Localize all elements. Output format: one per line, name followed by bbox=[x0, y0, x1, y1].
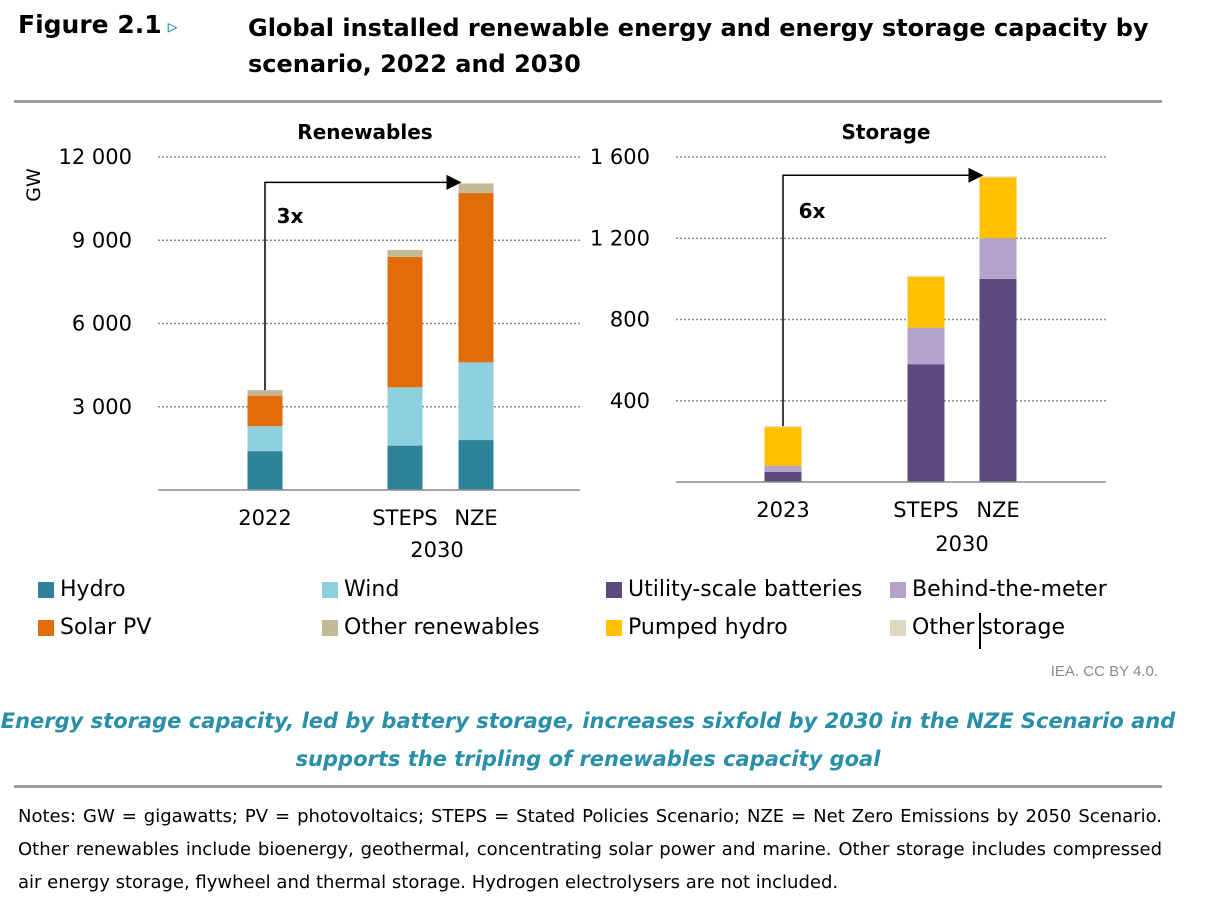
legend-swatch-other-storage bbox=[890, 619, 906, 636]
legend: Hydro Wind Solar PV Other renewables Uti… bbox=[38, 577, 1178, 653]
renewables-ytick-label: 6 000 bbox=[72, 312, 132, 336]
storage-category-label: STEPS bbox=[893, 498, 958, 522]
text-cursor bbox=[979, 613, 981, 649]
renewables-bar-steps-wind bbox=[387, 387, 423, 446]
storage-ytick-label: 400 bbox=[610, 389, 650, 413]
storage-bar-2023-utility-scale-batteries bbox=[764, 471, 802, 482]
storage-bar-nze-other-storage bbox=[979, 176, 1017, 178]
storage-bar-nze-behind-the-meter bbox=[979, 238, 1017, 279]
storage-category-label: NZE bbox=[976, 498, 1019, 522]
storage-bar-2023-behind-the-meter bbox=[764, 465, 802, 472]
legend-swatch-pumped-hydro bbox=[606, 619, 622, 636]
storage-ytick-label: 800 bbox=[610, 308, 650, 332]
legend-swatch-wind bbox=[322, 581, 338, 598]
renewables-bar-nze-other-renewables bbox=[458, 183, 494, 194]
renewables-ytick-label: 12 000 bbox=[59, 145, 132, 169]
legend-swatch-behind-the-meter bbox=[890, 581, 906, 598]
storage-bar-nze-pumped-hydro bbox=[979, 177, 1017, 239]
notes-divider bbox=[14, 785, 1162, 788]
renewables-bar-steps-solar-pv bbox=[387, 256, 423, 388]
renewables-bar-nze-solar-pv bbox=[458, 193, 494, 363]
legend-label-behind-the-meter: Behind-the-meter bbox=[912, 577, 1107, 602]
figure-arrow-icon: ▹ bbox=[167, 14, 178, 38]
renewables-group-label: 2030 bbox=[410, 538, 463, 562]
storage-ytick-label: 1 600 bbox=[590, 145, 650, 169]
storage-bar-steps-behind-the-meter bbox=[907, 327, 945, 365]
legend-item-utility-batteries: Utility-scale batteries bbox=[606, 577, 862, 602]
legend-item-hydro: Hydro bbox=[38, 577, 126, 602]
storage-bar-steps-other-storage bbox=[907, 275, 945, 277]
legend-item-solar-pv: Solar PV bbox=[38, 615, 151, 640]
legend-swatch-hydro bbox=[38, 581, 54, 598]
legend-item-behind-the-meter: Behind-the-meter bbox=[890, 577, 1107, 602]
figure-label: Figure 2.1 ▹ bbox=[18, 10, 178, 39]
storage-chart-title: Storage bbox=[842, 120, 931, 144]
renewables-bar-nze-wind bbox=[458, 362, 494, 441]
storage-bar-steps-pumped-hydro bbox=[907, 276, 945, 328]
renewables-ytick-label: 9 000 bbox=[72, 228, 132, 252]
renewables-bar-2022-other-renewables bbox=[247, 390, 283, 396]
legend-item-pumped-hydro: Pumped hydro bbox=[606, 615, 788, 640]
storage-bar-nze-utility-scale-batteries bbox=[979, 278, 1017, 482]
renewables-ytick-label: 3 000 bbox=[72, 395, 132, 419]
legend-swatch-solar-pv bbox=[38, 619, 54, 636]
storage-bar-steps-utility-scale-batteries bbox=[907, 364, 945, 482]
legend-label-hydro: Hydro bbox=[60, 577, 126, 602]
figure-notes: Notes: GW = gigawatts; PV = photovoltaic… bbox=[18, 806, 1162, 893]
renewables-growth-arrow bbox=[264, 174, 462, 391]
legend-label-pumped-hydro: Pumped hydro bbox=[628, 615, 788, 640]
renewables-ylabel: GW bbox=[23, 168, 45, 202]
storage-ytick-label: 1 200 bbox=[590, 226, 650, 250]
renewables-chart-title: Renewables bbox=[297, 120, 432, 144]
renewables-bar-2022-hydro bbox=[247, 451, 283, 490]
figure-header: Figure 2.1 ▹ Global installed renewable e… bbox=[18, 6, 1168, 98]
figure-number: Figure 2.1 bbox=[18, 10, 162, 39]
legend-swatch-utility-batteries bbox=[606, 581, 622, 598]
legend-label-utility-batteries: Utility-scale batteries bbox=[628, 577, 863, 602]
storage-bar-2023-pumped-hydro bbox=[764, 427, 802, 466]
chart-area: Renewables 3 000 6 000 9 000 12 000 GW 2022 STE… bbox=[23, 120, 1106, 562]
storage-growth-annotation: 6x bbox=[799, 199, 826, 223]
figure-title: Global installed renewable energy and en… bbox=[248, 14, 1149, 78]
renewables-bar-2022-solar-pv bbox=[247, 395, 283, 427]
renewables-bar-nze-hydro bbox=[458, 440, 494, 490]
legend-label-other-renewables: Other renewables bbox=[344, 615, 540, 640]
legend-swatch-other-renewables bbox=[322, 619, 338, 636]
renewables-category-label: NZE bbox=[454, 506, 497, 530]
legend-item-wind: Wind bbox=[322, 577, 399, 602]
renewables-bar-steps-other-renewables bbox=[387, 249, 423, 257]
header-divider bbox=[14, 100, 1162, 103]
legend-label-other-storage: Other storage bbox=[912, 615, 1066, 640]
legend-item-other-storage: Other storage bbox=[890, 615, 1065, 640]
renewables-growth-annotation: 3x bbox=[277, 204, 304, 228]
renewables-bar-steps-hydro bbox=[387, 445, 423, 490]
legend-label-solar-pv: Solar PV bbox=[60, 615, 152, 640]
storage-category-label: 2023 bbox=[756, 498, 809, 522]
legend-label-wind: Wind bbox=[344, 577, 400, 602]
renewables-category-label: 2022 bbox=[238, 506, 291, 530]
legend-item-other-renewables: Other renewables bbox=[322, 615, 540, 640]
storage-group-label: 2030 bbox=[935, 532, 988, 556]
storage-growth-arrow bbox=[782, 167, 984, 427]
renewables-bar-2022-wind bbox=[247, 426, 283, 452]
figure-subtitle: Energy storage capacity, led by battery … bbox=[0, 709, 1176, 771]
renewables-category-label: STEPS bbox=[372, 506, 437, 530]
source-credit: IEA. CC BY 4.0. bbox=[1050, 663, 1158, 680]
storage-bar-2023-other-storage bbox=[764, 426, 802, 428]
